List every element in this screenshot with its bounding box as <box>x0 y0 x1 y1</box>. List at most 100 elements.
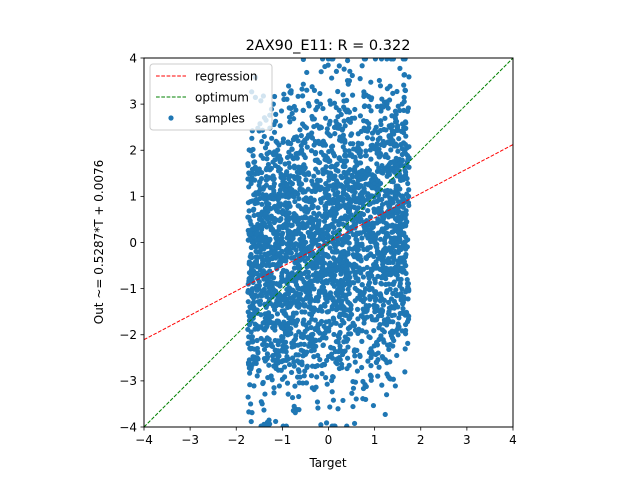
sample-point <box>285 228 291 235</box>
plot-area <box>144 58 513 427</box>
sample-point <box>395 332 401 338</box>
sample-point <box>292 230 299 236</box>
sample-point <box>329 377 335 384</box>
sample-point <box>284 205 290 211</box>
sample-point <box>362 286 369 292</box>
sample-point <box>355 131 361 137</box>
sample-point <box>372 305 378 311</box>
sample-point <box>290 313 296 319</box>
sample-point <box>278 201 284 207</box>
sample-point <box>254 276 261 282</box>
sample-point <box>259 201 265 207</box>
sample-point <box>340 144 346 150</box>
sample-point <box>351 194 357 201</box>
sample-point <box>261 133 267 140</box>
sample-point <box>395 214 402 220</box>
sample-point <box>331 316 337 322</box>
sample-point <box>397 186 403 192</box>
sample-point <box>286 331 292 337</box>
sample-point <box>263 199 270 206</box>
sample-point <box>351 254 357 260</box>
sample-point <box>335 406 341 412</box>
sample-point <box>372 277 378 283</box>
sample-point <box>274 319 280 326</box>
sample-point <box>376 364 382 370</box>
sample-point <box>291 134 298 141</box>
sample-point <box>340 197 346 204</box>
sample-point <box>301 286 308 292</box>
sample-point <box>366 103 372 110</box>
sample-point <box>320 142 326 148</box>
sample-point <box>336 222 342 228</box>
sample-point <box>405 237 411 243</box>
sample-point <box>269 343 276 350</box>
sample-point <box>368 377 374 383</box>
sample-point <box>373 243 379 249</box>
sample-point <box>363 396 369 403</box>
sample-point <box>397 107 403 114</box>
sample-point <box>308 332 314 338</box>
x-tick-label: −3 <box>181 433 199 447</box>
sample-point <box>262 391 268 397</box>
sample-point <box>300 58 306 63</box>
sample-point <box>289 146 295 152</box>
y-tick-label: 1 <box>129 190 137 204</box>
sample-point <box>316 290 322 297</box>
sample-point <box>360 306 366 312</box>
sample-point <box>325 235 331 241</box>
sample-point <box>264 156 270 162</box>
sample-point <box>319 284 325 290</box>
sample-point <box>318 259 324 265</box>
sample-point <box>389 229 395 235</box>
x-tick-label: 4 <box>509 433 517 447</box>
sample-point <box>288 173 294 179</box>
sample-point <box>348 262 354 268</box>
sample-point <box>335 88 341 95</box>
sample-point <box>346 246 353 252</box>
sample-point <box>360 211 367 218</box>
sample-point <box>287 186 293 193</box>
sample-point <box>378 281 385 287</box>
sample-point <box>263 211 269 217</box>
sample-point <box>271 188 277 194</box>
sample-point <box>295 93 301 99</box>
sample-point <box>323 204 329 210</box>
sample-point <box>291 363 297 369</box>
sample-point <box>393 287 399 293</box>
sample-point <box>249 361 256 368</box>
sample-point <box>359 364 365 371</box>
sample-point <box>339 351 346 358</box>
sample-point <box>367 147 374 153</box>
sample-point <box>357 254 363 260</box>
sample-point <box>363 148 369 154</box>
sample-point <box>292 198 298 205</box>
sample-point <box>331 301 337 307</box>
sample-point <box>246 357 253 363</box>
sample-point <box>266 362 272 368</box>
sample-point <box>389 207 395 213</box>
sample-point <box>330 373 336 380</box>
sample-point <box>322 303 328 309</box>
sample-point <box>260 379 266 386</box>
sample-point <box>358 242 364 248</box>
sample-point <box>302 351 309 357</box>
sample-point <box>314 98 320 104</box>
sample-point <box>317 337 323 343</box>
sample-point <box>336 125 342 131</box>
sample-point <box>397 237 403 243</box>
sample-point <box>251 304 257 311</box>
sample-point <box>350 403 356 410</box>
sample-point <box>361 103 367 110</box>
sample-point <box>257 225 264 231</box>
sample-point <box>271 129 278 135</box>
y-tick-label: 3 <box>129 97 137 111</box>
sample-point <box>266 296 272 303</box>
sample-point <box>284 241 290 247</box>
sample-point <box>350 232 356 238</box>
sample-point <box>309 135 316 141</box>
sample-point <box>402 346 408 352</box>
sample-point <box>384 58 390 62</box>
sample-point <box>359 167 365 174</box>
sample-point <box>300 220 306 226</box>
sample-point <box>380 273 386 280</box>
